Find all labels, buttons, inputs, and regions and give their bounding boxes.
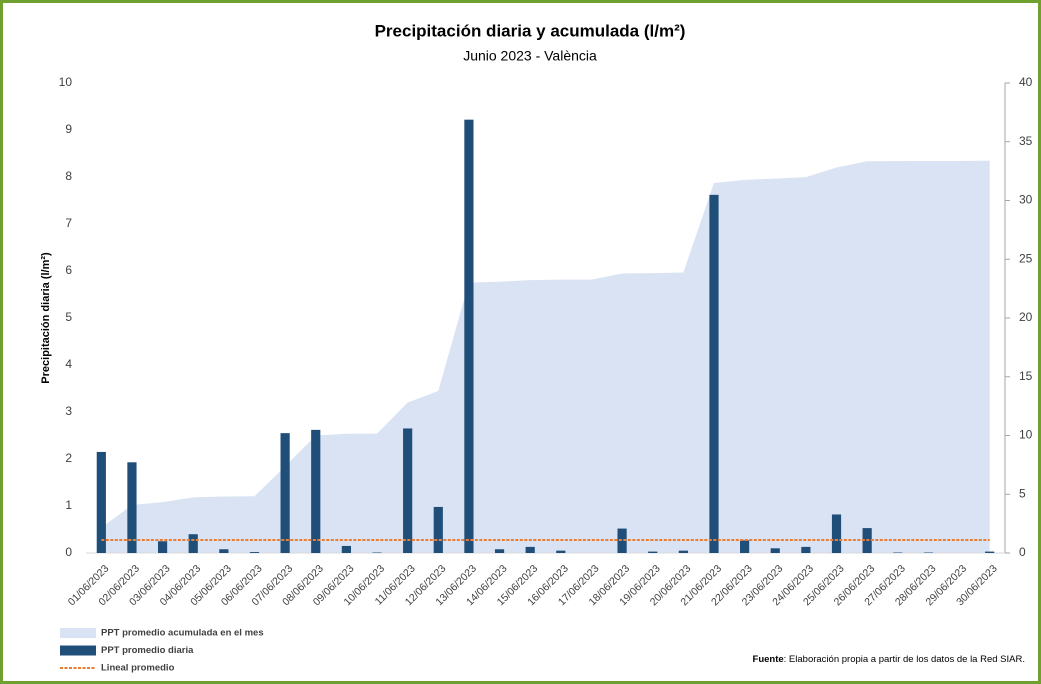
y2-tick-label: 40 — [1019, 75, 1033, 89]
bar — [157, 541, 168, 553]
bar — [985, 551, 995, 553]
bar — [96, 451, 106, 553]
bar — [770, 548, 780, 553]
bar — [556, 550, 566, 553]
bar — [311, 429, 321, 553]
legend-label: Lineal promedio — [101, 663, 175, 674]
y-tick-label: 0 — [65, 545, 72, 559]
y2-tick-label: 10 — [1019, 428, 1033, 442]
y-tick-label: 5 — [65, 310, 72, 324]
legend-label: PPT promedio diaria — [101, 645, 194, 656]
bar — [678, 550, 688, 553]
bar — [801, 546, 811, 553]
bar — [617, 528, 627, 553]
legend-label: PPT promedio acumulada en el mes — [101, 628, 264, 639]
y-tick-label: 10 — [59, 75, 73, 89]
y-tick-label: 1 — [65, 498, 72, 512]
y2-tick-label: 5 — [1019, 486, 1026, 500]
bar — [740, 540, 750, 553]
y2-tick-label: 20 — [1019, 310, 1033, 324]
y2-tick-label: 0 — [1019, 545, 1026, 559]
bar — [464, 119, 474, 553]
chart-title: Precipitación diaria y acumulada (l/m²) — [375, 21, 686, 40]
y-tick-label: 6 — [65, 263, 72, 277]
bar — [433, 506, 443, 553]
bar — [831, 514, 842, 553]
source-text: : Elaboración propia a partir de los dat… — [784, 654, 1025, 665]
legend-swatch — [60, 628, 96, 638]
y-tick-label: 9 — [65, 122, 72, 136]
area — [101, 160, 990, 554]
y-tick-label: 4 — [65, 357, 72, 371]
y-tick-label: 2 — [65, 451, 72, 465]
source-label: Fuente — [753, 654, 784, 665]
y-tick-label: 8 — [65, 169, 72, 183]
y2-tick-label: 30 — [1019, 193, 1033, 207]
bar — [188, 534, 198, 553]
bar — [525, 546, 535, 553]
y2-tick-label: 35 — [1019, 134, 1033, 148]
chart-subtitle: Junio 2023 - València — [463, 48, 597, 64]
bar — [280, 433, 290, 553]
legend-swatch — [60, 645, 96, 656]
y-tick-label: 7 — [65, 216, 72, 230]
bar — [127, 462, 137, 553]
bar — [403, 428, 413, 553]
y2-tick-label: 25 — [1019, 251, 1033, 265]
bar — [709, 194, 719, 554]
bar — [494, 549, 505, 553]
y-axis-label: Precipitación diaria (l/m²) — [40, 252, 52, 384]
bar — [341, 545, 351, 553]
y-tick-label: 3 — [65, 404, 72, 418]
y2-tick-label: 15 — [1019, 369, 1033, 383]
bar — [219, 549, 229, 553]
bar — [648, 551, 658, 553]
bar — [249, 552, 260, 553]
source: Fuente: Elaboración propia a partir de l… — [753, 654, 1025, 665]
